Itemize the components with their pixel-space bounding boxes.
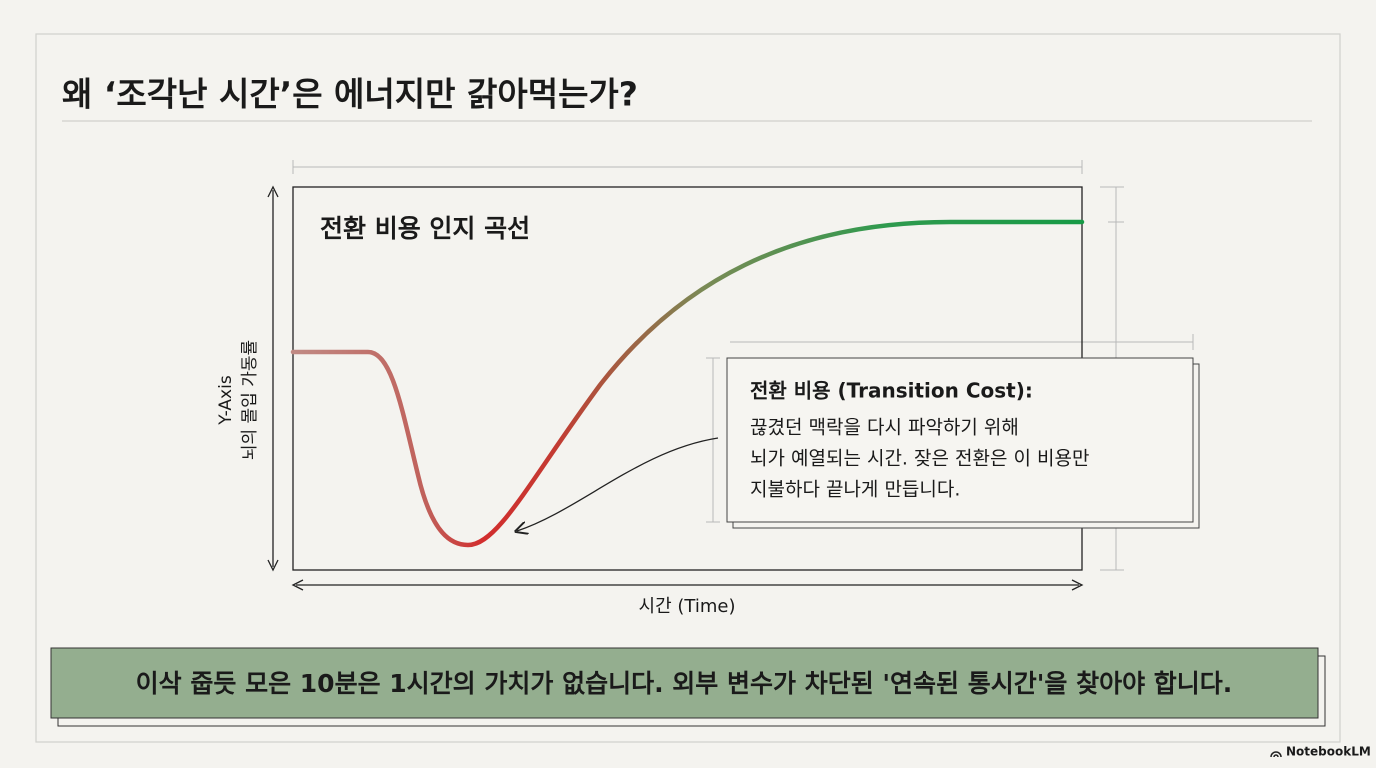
callout-line: 뇌가 예열되는 시간. 잦은 전환은 이 비용만 <box>750 448 1089 470</box>
y-axis-line: Y-Axis <box>216 375 236 426</box>
axis-arrows <box>267 185 1084 591</box>
callout-line: 지불하다 끝나게 만듭니다. <box>750 479 960 501</box>
figure-heading: 전환 비용 인지 곡선 <box>320 214 530 243</box>
slide-title: 왜 ‘조각난 시간’은 에너지만 갉아먹는가? <box>62 75 638 114</box>
brand: NotebookLM <box>1270 745 1371 759</box>
brand-text: NotebookLM <box>1286 745 1371 759</box>
callout-line: 끊겼던 맥락을 다시 파악하기 위해 <box>750 417 1019 439</box>
banner <box>50 647 1319 719</box>
callout-title: 전환 비용 (Transition Cost): <box>750 379 1033 403</box>
x-axis-label: 시간 (Time) <box>639 596 736 617</box>
slide-frame <box>35 33 1341 743</box>
y-axis-label: Y-Axis 뇌의 몰입 가동률 <box>216 340 260 460</box>
transition-curve <box>290 219 1085 548</box>
y-axis-line: 뇌의 몰입 가동률 <box>240 340 260 460</box>
banner-text: 이삭 줍듯 모은 10분은 1시간의 가치가 없습니다. 외부 변수가 차단된 … <box>136 669 1233 698</box>
callout-box <box>726 357 1194 523</box>
callout-arrow <box>517 437 719 531</box>
